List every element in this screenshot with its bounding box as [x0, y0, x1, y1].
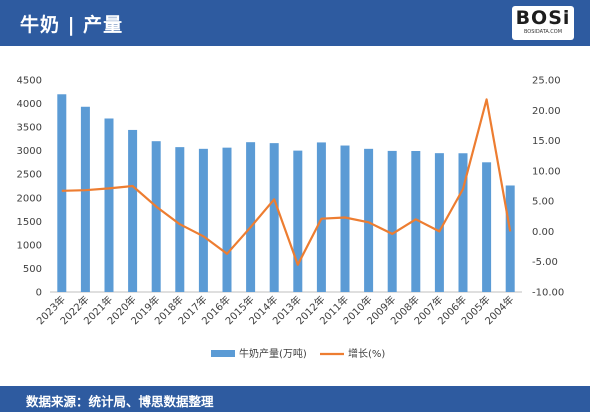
bar	[175, 147, 185, 292]
y-axis-tick-label: 500	[23, 264, 42, 275]
bar	[104, 118, 114, 292]
bar	[151, 141, 161, 292]
legend-line-label: 增长(%)	[348, 347, 385, 360]
y2-axis-tick-label: -5.00	[532, 257, 558, 268]
bar	[411, 150, 421, 292]
bar	[293, 150, 303, 292]
y2-axis-tick-label: 10.00	[532, 166, 561, 177]
bosi-logo: BOSi BOSIDATA.COM	[512, 6, 574, 40]
bar	[482, 162, 492, 292]
bar	[269, 143, 279, 292]
growth-line	[61, 98, 512, 266]
bar	[340, 145, 350, 292]
y2-axis-tick-label: 0.00	[532, 227, 554, 238]
milk-production-chart: 0 500 1000 1500 2000 2500 3000 3500 4000 4500 -10.…	[17, 76, 565, 361]
bar	[198, 148, 208, 292]
bar	[387, 150, 397, 292]
bar	[364, 148, 374, 292]
y-axis-tick-label: 0	[36, 288, 42, 299]
bar	[434, 153, 444, 292]
legend-bar-swatch	[211, 350, 235, 357]
y-axis-tick-label: 4000	[17, 99, 42, 110]
y-axis-tick-label: 2500	[17, 170, 42, 181]
bar	[246, 142, 256, 292]
footer-bar: 数据来源：统计局、博思数据整理	[0, 386, 590, 412]
bar	[128, 129, 138, 292]
bar	[57, 94, 67, 293]
page-title: 牛奶 | 产量	[20, 14, 124, 36]
y-axis-tick-label: 3500	[17, 123, 42, 134]
y-axis-tick-label: 4500	[17, 76, 42, 87]
data-source: 数据来源：统计局、博思数据整理	[26, 394, 214, 409]
header-bar: 牛奶 | 产量 BOSi BOSIDATA.COM	[0, 0, 590, 46]
y2-axis-tick-label: 20.00	[532, 106, 561, 117]
y-axis-tick-label: 2000	[17, 193, 42, 204]
bar	[80, 106, 90, 292]
legend-bar-label: 牛奶产量(万吨)	[239, 347, 307, 360]
logo-subtext: BOSIDATA.COM	[523, 29, 563, 35]
y-axis-tick-label: 1000	[17, 240, 42, 251]
y2-axis-tick-label: 5.00	[532, 197, 554, 208]
bar	[222, 147, 232, 292]
y2-axis-tick-label: -10.00	[532, 288, 564, 299]
y-axis-tick-label: 1500	[17, 217, 42, 228]
y2-axis-tick-label: 25.00	[532, 76, 561, 87]
bar	[316, 142, 326, 292]
y2-axis-tick-label: 15.00	[532, 136, 561, 147]
y-axis-tick-label: 3000	[17, 146, 42, 157]
bar	[505, 185, 515, 292]
bar	[458, 153, 468, 292]
logo-text: BOSi	[515, 7, 571, 29]
